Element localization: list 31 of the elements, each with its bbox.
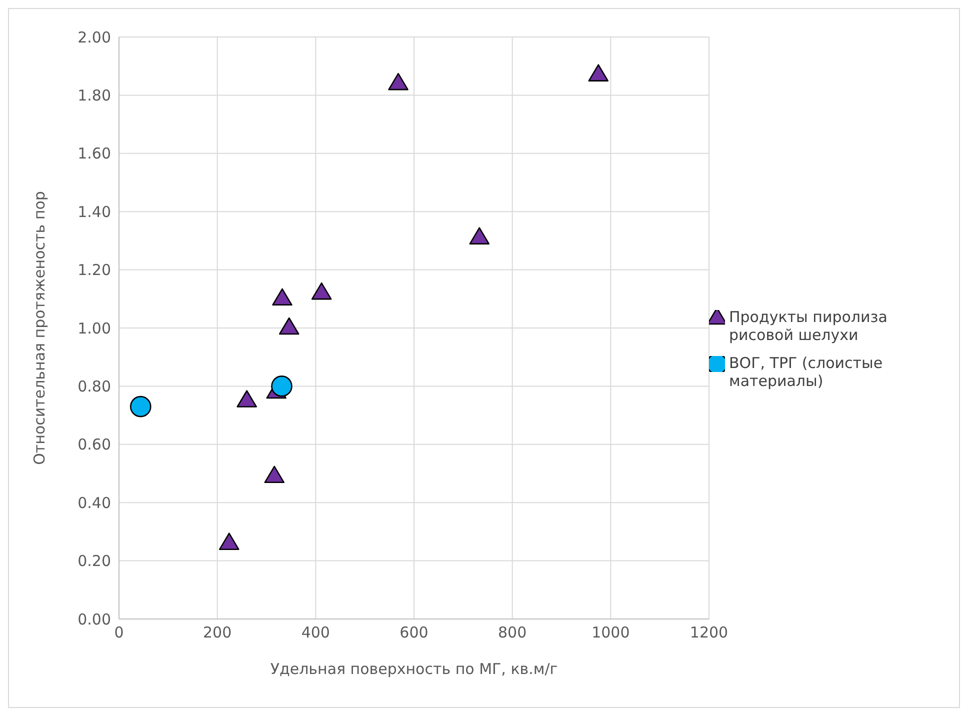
y-tick-label: 1.20: [78, 261, 111, 280]
point: [278, 317, 300, 335]
point: [272, 288, 292, 306]
legend-label: Продукты пиролиза рисовой шелухи: [729, 308, 888, 344]
y-tick-label: 0.80: [78, 378, 111, 396]
y-tick-label: 0.60: [78, 436, 111, 454]
x-tick-label: 600: [400, 624, 428, 642]
point: [236, 390, 257, 408]
x-axis-title: Удельная поверхность по МГ, кв.м/г: [270, 660, 558, 678]
y-tick-label: 0.40: [78, 494, 111, 512]
point: [469, 227, 490, 244]
y-tick-label: 1.80: [78, 86, 111, 105]
x-tick-label: 0: [114, 624, 124, 642]
x-tick-label: 1000: [592, 624, 630, 642]
y-tick-label: 0.20: [78, 552, 111, 570]
y-tick-label: 2.00: [78, 28, 111, 46]
y-tick-label: 0.00: [78, 610, 111, 628]
point: [588, 64, 609, 82]
x-tick-label: 400: [301, 624, 330, 642]
x-tick-label: 1200: [690, 624, 728, 642]
legend-label: ВОГ, ТРГ (слоистые материалы): [729, 354, 884, 390]
point: [218, 532, 240, 550]
y-tick-label: 1.40: [78, 202, 111, 221]
y-tick-label: 1.00: [78, 319, 111, 338]
point: [388, 72, 408, 90]
point: [311, 282, 332, 300]
y-tick-label: 1.60: [78, 144, 111, 163]
x-tick-label: 200: [203, 624, 232, 642]
x-tick-label: 800: [498, 624, 527, 642]
y-axis-title: Относительная протяженость пор: [30, 191, 48, 465]
point: [264, 466, 285, 484]
